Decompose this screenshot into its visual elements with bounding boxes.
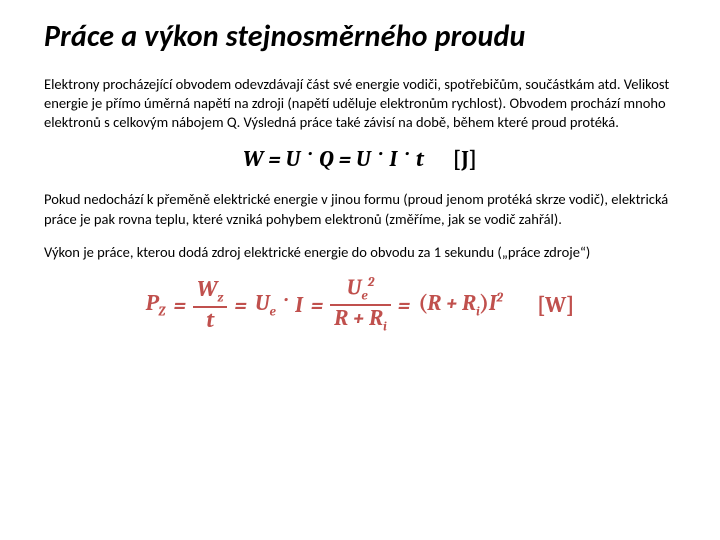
eq2-e1: e [270, 305, 276, 320]
eq1-dot3: · [402, 143, 411, 169]
eq2-e2: e [361, 288, 367, 303]
paragraph-1: Elektrony procházející obvodem odevzdáva… [44, 75, 676, 132]
eq2-Ue2: U [347, 274, 362, 300]
eq2-eq2: = [230, 292, 251, 318]
eq2-t: t [202, 309, 218, 332]
eq2-unit: [W] [533, 292, 578, 318]
eq2-Z: Z [158, 305, 165, 320]
eq2-sq1: 2 [368, 275, 375, 290]
paragraph-3: Výkon je práce, kterou dodá zdroj elektr… [44, 243, 676, 262]
slide: Práce a výkon stejnosměrného proudu Elek… [0, 0, 720, 354]
eq2-plus2: + [446, 290, 457, 316]
eq2-frac1: Wz t [193, 278, 227, 332]
paragraph-2: Pokud nedochází k přeměně elektrické ene… [44, 190, 676, 228]
eq2-eq4: = [394, 292, 415, 318]
eq2-frac2: Ue2 R + Ri [330, 276, 391, 334]
eq2-sq2: 2 [496, 291, 503, 306]
eq2-Ri2: R [462, 290, 476, 316]
eq2-Wz: W [197, 276, 217, 302]
eq2-P: P [146, 290, 159, 316]
equation-work: W = U · Q = U · I · t [J] [44, 146, 676, 172]
eq2-Ri1: R [369, 305, 383, 331]
eq1-t: t [416, 146, 424, 172]
eq1-dot1: · [305, 143, 314, 169]
eq1-U2: U [356, 146, 371, 172]
slide-title: Práce a výkon stejnosměrného proudu [44, 18, 676, 55]
equation-power: PZ = Wz t = Ue · I = Ue2 R + Ri = (R + R… [44, 276, 676, 334]
eq2-rp: ) [480, 290, 489, 316]
eq1-eq1: = [268, 146, 281, 172]
eq2-R1: R [334, 305, 348, 331]
eq2-plus1: + [353, 305, 364, 331]
eq2-z: z [217, 290, 223, 305]
eq2-eq1: = [169, 292, 190, 318]
eq2-Ue1: U [255, 290, 270, 316]
eq2-R2: R [427, 290, 441, 316]
eq1-unit: [J] [453, 146, 477, 172]
eq2-i1: i [383, 320, 387, 335]
eq2-eq3: = [307, 292, 328, 318]
eq2-dot: · [280, 289, 291, 315]
eq1-I: I [390, 146, 398, 172]
eq2-I1: I [291, 292, 307, 318]
eq1-dot2: · [375, 143, 384, 169]
eq1-eq2: = [339, 146, 352, 172]
eq1-W: W [243, 146, 263, 172]
eq1-Q: Q [319, 146, 334, 172]
eq1-U1: U [286, 146, 301, 172]
eq2-lp: ( [418, 290, 427, 316]
